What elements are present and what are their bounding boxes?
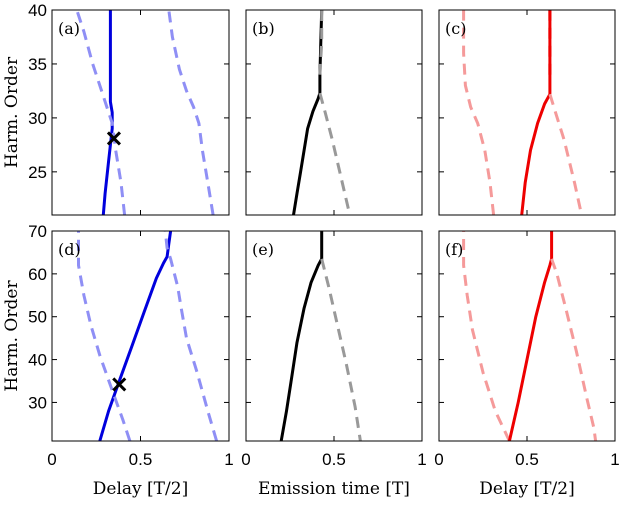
x-tick-label: 0: [434, 450, 443, 469]
panel-label: (d): [58, 240, 81, 259]
y-tick-label: 30: [28, 393, 47, 412]
panel-label: (b): [252, 19, 275, 38]
panel-label: (f): [445, 240, 463, 259]
y-tick-label: 60: [28, 265, 47, 284]
series-line-a-dashed-right: [167, 9, 215, 216]
y-tick-label: 40: [28, 1, 47, 20]
x-tick-label: 0.5: [322, 450, 346, 469]
panel-label: (c): [445, 19, 466, 38]
y-tick-label: 40: [28, 351, 47, 370]
series-line-a-solid: [101, 10, 114, 216]
y-tick-label: 50: [28, 308, 47, 327]
x-tick-label: 1: [224, 450, 233, 469]
series-line-b-dashed: [318, 92, 352, 216]
series-line-d-solid: [98, 230, 173, 442]
panel-label: (a): [58, 19, 80, 38]
y-tick-label: 25: [28, 163, 47, 182]
y-tick-label: 70: [28, 222, 47, 241]
x-marker-a: [106, 131, 122, 146]
axes-box: [51, 9, 230, 216]
series-line-d-dashed-left: [77, 231, 132, 442]
y-axis-title: Harm. Order: [2, 280, 22, 392]
axes-box: [245, 9, 423, 216]
x-tick-label: 1: [610, 450, 619, 469]
x-axis-title: Delay [T/2]: [93, 479, 188, 499]
series-line-b-dashed-top: [318, 10, 324, 75]
series-line-a-dashed-left: [75, 9, 127, 216]
series-line-c-dashed-right: [548, 93, 584, 216]
axes-box: [438, 9, 616, 216]
panel-label: (e): [252, 240, 274, 259]
series-line-f-solid: [507, 231, 554, 442]
x-tick-label: 0: [47, 450, 56, 469]
series-line-e-dashed: [320, 258, 362, 442]
y-tick-label: 30: [28, 109, 47, 128]
series-line-c-dashed-left: [462, 10, 496, 216]
x-marker-d: [112, 377, 127, 392]
series-line-c-solid: [520, 10, 552, 216]
x-tick-label: 1: [417, 450, 426, 469]
axes-box: [245, 230, 423, 442]
axes-box: [438, 230, 616, 442]
series-line-b-solid: [292, 9, 324, 216]
x-tick-label: 0: [241, 450, 250, 469]
series-line-f-dashed-right: [550, 258, 598, 442]
y-tick-label: 35: [28, 55, 47, 74]
series-line-f-dashed-left: [462, 231, 511, 442]
x-axis-title: Delay [T/2]: [479, 479, 574, 499]
series-line-d-dashed-right: [163, 230, 219, 442]
y-axis-title: Harm. Order: [2, 56, 22, 168]
x-tick-label: 0.5: [129, 450, 153, 469]
x-axis-title: Emission time [T]: [258, 479, 410, 499]
series-line-e-solid: [279, 231, 324, 442]
x-tick-label: 0.5: [515, 450, 539, 469]
